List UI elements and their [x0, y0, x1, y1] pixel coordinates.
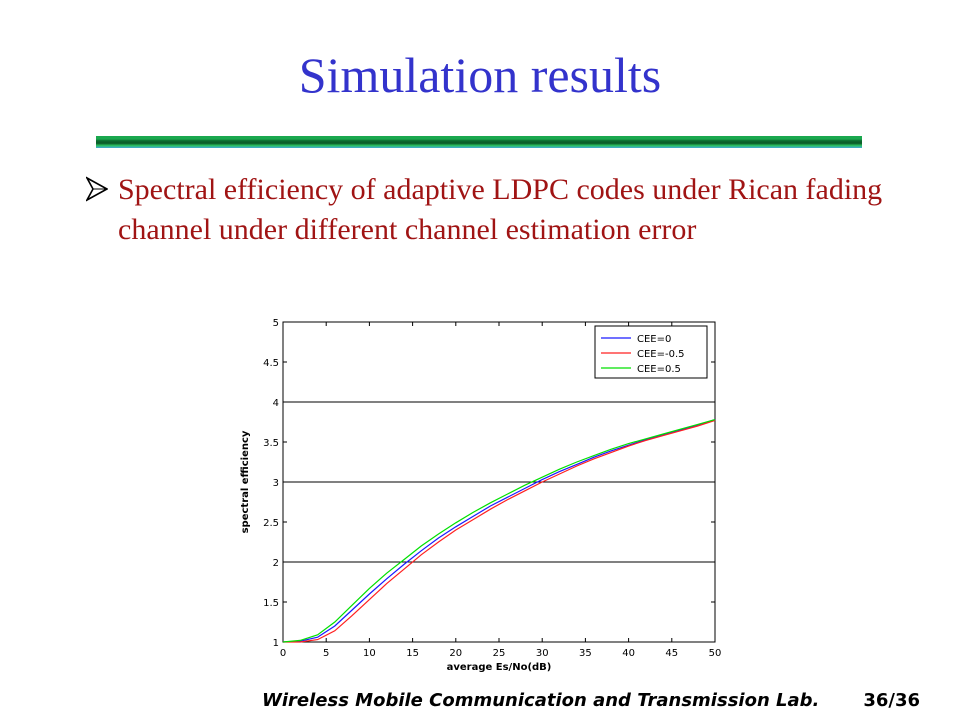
y-tick-label-5: 3.5 [263, 438, 279, 449]
x-tick-label-5: 25 [493, 648, 506, 659]
y-tick-label-8: 5 [273, 318, 279, 329]
axis-ticks: 0 5 10 15 20 25 30 35 40 45 50 1 1.5 2 2.5 3 3.5 4 4.5 5 [263, 318, 721, 659]
x-tick-label-0: 0 [280, 648, 286, 659]
x-tick-label-3: 15 [406, 648, 419, 659]
page-number: 36/36 [863, 690, 920, 711]
bullet-text: Spectral efficiency of adaptive LDPC cod… [118, 173, 883, 246]
y-axis-label: spectral efficiency [240, 430, 251, 533]
x-axis-label: average Es/No(dB) [447, 662, 552, 673]
x-tick-label-2: 10 [363, 648, 376, 659]
footer-lab-name: Wireless Mobile Communication and Transm… [262, 690, 820, 711]
x-tick-label-9: 45 [665, 648, 678, 659]
slide-title: Simulation results [298, 47, 662, 103]
legend-box [594, 325, 708, 379]
bullet-point: Spectral efficiency of adaptive LDPC cod… [86, 170, 886, 250]
grid-lines [283, 401, 715, 563]
series-line-0 [282, 419, 716, 643]
series-lines [282, 419, 716, 643]
x-tick-label-6: 30 [536, 648, 549, 659]
y-tick-label-4: 3 [273, 478, 279, 489]
x-tick-label-4: 20 [449, 648, 462, 659]
y-tick-label-6: 4 [273, 398, 279, 409]
y-tick-label-2: 2 [273, 558, 279, 569]
legend-label-2: CEE=0.5 [637, 364, 681, 375]
y-tick-label-1: 1.5 [263, 598, 279, 609]
legend-label-0: CEE=0 [637, 334, 671, 345]
y-tick-label-7: 4.5 [263, 358, 279, 369]
spectral-efficiency-chart: 0 5 10 15 20 25 30 35 40 45 50 1 1.5 2 2.5 3 3.5 4 4.5 5 av… [240, 318, 721, 673]
x-tick-label-10: 50 [709, 648, 722, 659]
x-tick-label-8: 40 [622, 648, 635, 659]
series-line-2 [282, 419, 716, 643]
x-tick-label-1: 5 [323, 648, 329, 659]
x-tick-label-7: 35 [579, 648, 592, 659]
chart-legend: CEE=0 CEE=-0.5 CEE=0.5 [594, 325, 708, 379]
arrow-bullet-icon [86, 176, 108, 202]
series-line-1 [283, 419, 716, 643]
legend-label-1: CEE=-0.5 [637, 349, 685, 360]
y-tick-label-3: 2.5 [263, 518, 279, 529]
title-divider [96, 136, 862, 148]
y-tick-label-0: 1 [273, 638, 279, 649]
